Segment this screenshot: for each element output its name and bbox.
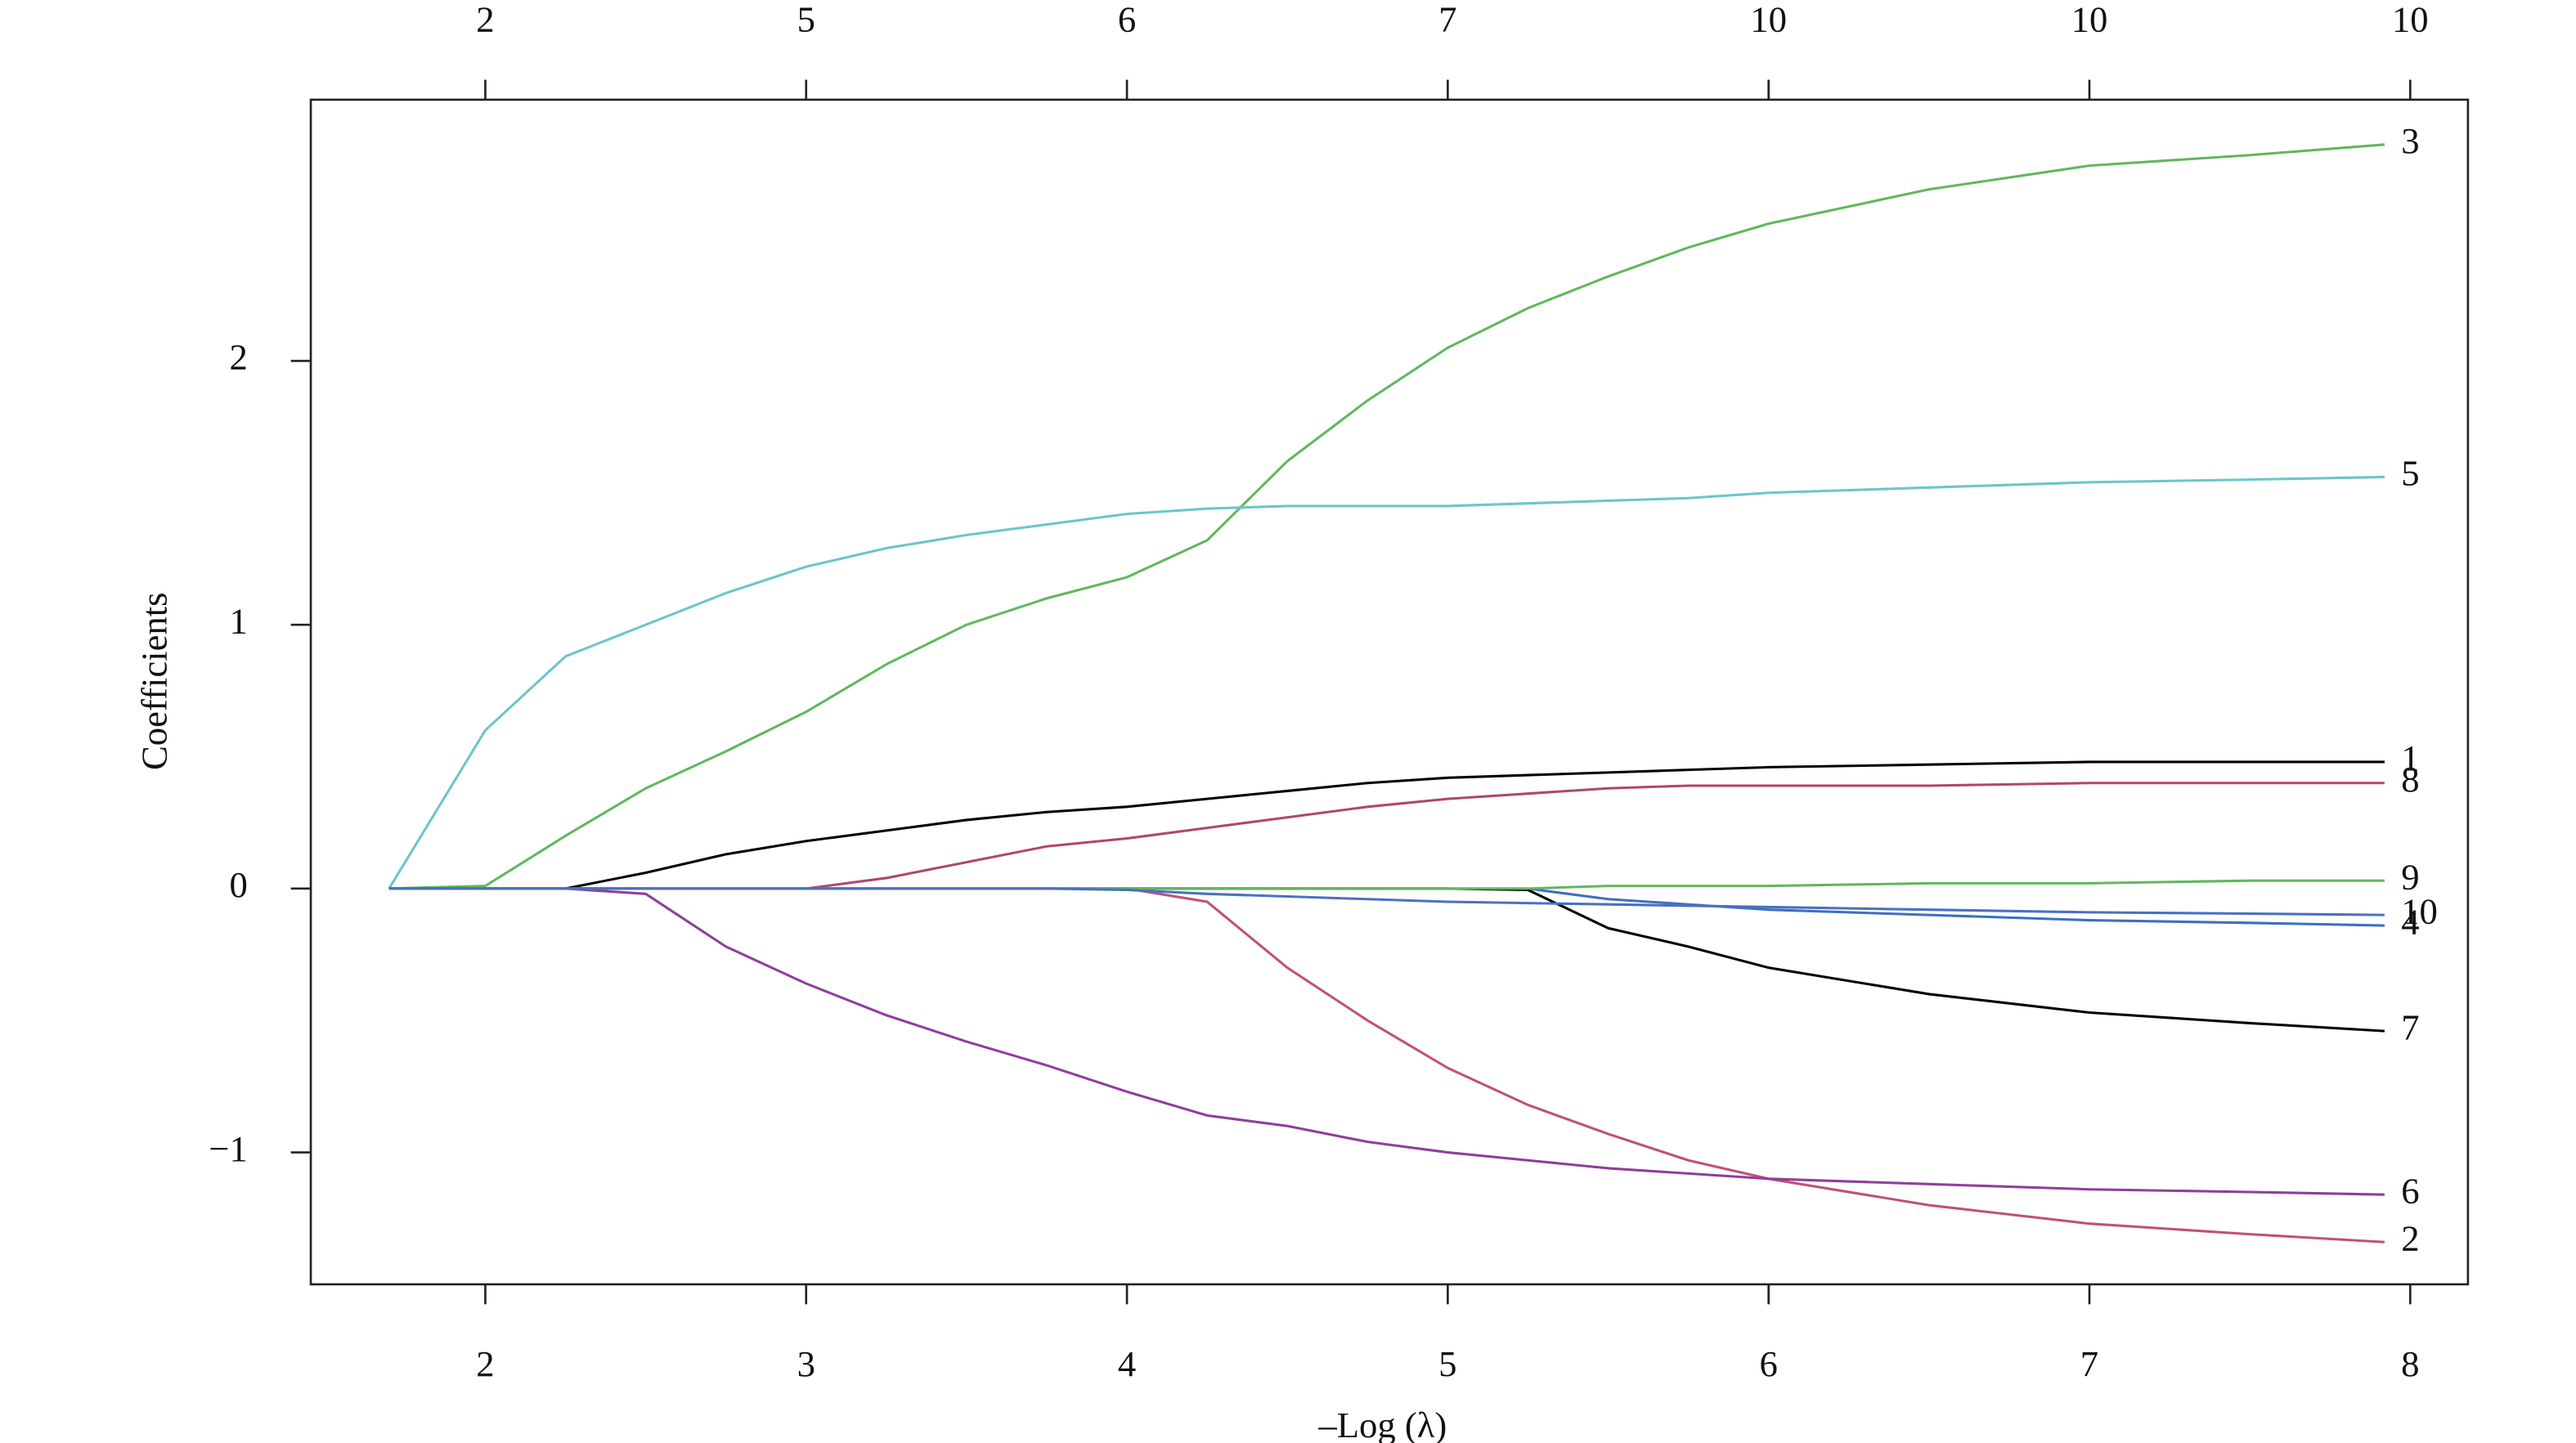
series-label: 8 bbox=[2401, 759, 2419, 800]
series-line bbox=[388, 887, 2385, 1196]
top-tick-label: 2 bbox=[476, 0, 494, 40]
y-tick-label: −1 bbox=[209, 1128, 248, 1169]
series-line bbox=[388, 760, 2385, 890]
series-line bbox=[388, 887, 2385, 927]
x-axis-label: –Log (λ) bbox=[1317, 1405, 1447, 1443]
x-tick-label: 6 bbox=[1759, 1343, 1777, 1384]
y-tick-label: 0 bbox=[229, 864, 247, 905]
series-label: 5 bbox=[2401, 453, 2419, 494]
series-line bbox=[388, 143, 2385, 890]
series-label: 1 bbox=[2401, 737, 2419, 778]
x-tick-label: 2 bbox=[476, 1343, 494, 1384]
y-tick-label: 1 bbox=[229, 600, 247, 641]
y-tick-label: 2 bbox=[229, 337, 247, 378]
series-line bbox=[388, 887, 2385, 916]
series-label: 4 bbox=[2401, 901, 2419, 942]
x-tick-label: 3 bbox=[797, 1343, 815, 1384]
x-tick-label: 5 bbox=[1438, 1343, 1456, 1384]
top-tick-label: 10 bbox=[2071, 0, 2108, 40]
series-label: 2 bbox=[2401, 1218, 2419, 1259]
series-line bbox=[388, 782, 2385, 890]
series-label: 10 bbox=[2401, 890, 2438, 931]
x-tick-label: 8 bbox=[2401, 1343, 2419, 1384]
series-line bbox=[388, 887, 2385, 1033]
series-label: 9 bbox=[2401, 856, 2419, 897]
y-axis-label: Coefficients bbox=[133, 592, 174, 770]
top-tick-label: 5 bbox=[797, 0, 815, 40]
top-tick-label: 10 bbox=[2392, 0, 2429, 40]
top-tick-label: 10 bbox=[1750, 0, 1787, 40]
plot-frame bbox=[309, 98, 2470, 1286]
x-tick-label: 7 bbox=[2080, 1343, 2098, 1384]
series-line bbox=[388, 475, 2385, 890]
series-label: 7 bbox=[2401, 1006, 2419, 1047]
top-tick-label: 7 bbox=[1438, 0, 1456, 40]
series-label: 3 bbox=[2401, 120, 2419, 161]
series-label: 6 bbox=[2401, 1170, 2419, 1211]
top-tick-label: 6 bbox=[1118, 0, 1136, 40]
x-tick-label: 4 bbox=[1118, 1343, 1136, 1384]
